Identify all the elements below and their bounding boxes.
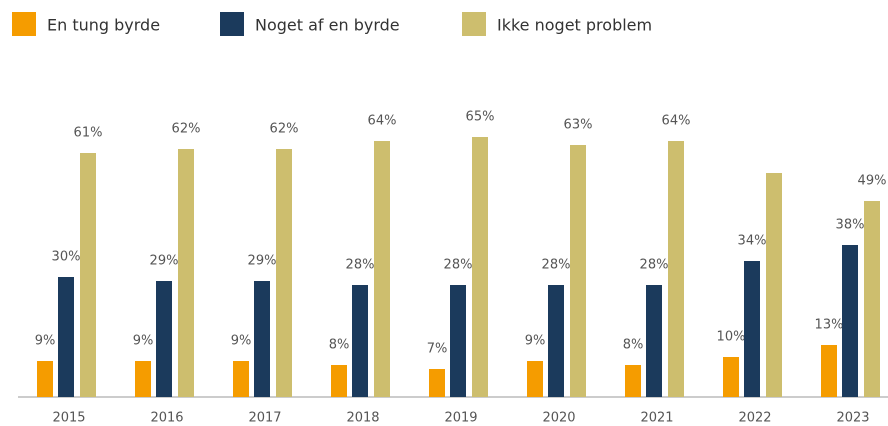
data-label: 64% [662, 114, 691, 129]
bar [331, 365, 347, 397]
bar [450, 285, 466, 397]
data-label: 9% [231, 334, 252, 349]
x-tick-label: 2019 [444, 411, 477, 426]
data-label: 8% [623, 338, 644, 353]
bar [276, 149, 292, 397]
legend-swatch [220, 12, 244, 36]
data-label: 7% [427, 342, 448, 357]
data-label: 64% [368, 114, 397, 129]
bar [156, 281, 172, 397]
legend-label: Noget af en byrde [255, 16, 400, 35]
data-label: 62% [270, 122, 299, 137]
bar [352, 285, 368, 397]
bar [723, 357, 739, 397]
data-label: 28% [346, 258, 375, 273]
bar [233, 361, 249, 397]
legend-swatch [12, 12, 36, 36]
data-label: 9% [35, 334, 56, 349]
bar [429, 369, 445, 397]
x-tick-label: 2023 [836, 411, 869, 426]
bar [570, 145, 586, 397]
x-tick-label: 2021 [640, 411, 673, 426]
bar [374, 141, 390, 397]
data-label: 30% [52, 250, 81, 265]
bar [527, 361, 543, 397]
bar [744, 261, 760, 397]
data-label: 28% [444, 258, 473, 273]
x-tick-label: 2018 [346, 411, 379, 426]
data-label: 29% [248, 254, 277, 269]
legend-swatch [462, 12, 486, 36]
data-label: 63% [564, 118, 593, 133]
bar [178, 149, 194, 397]
data-label: 28% [640, 258, 669, 273]
x-tick-label: 2016 [150, 411, 183, 426]
x-tick-label: 2017 [248, 411, 281, 426]
data-label: 29% [150, 254, 179, 269]
bar [548, 285, 564, 397]
bar [135, 361, 151, 397]
data-label: 49% [858, 174, 887, 189]
data-label: 9% [133, 334, 154, 349]
data-label: 38% [836, 218, 865, 233]
bar [472, 137, 488, 397]
legend-label: En tung byrde [47, 16, 160, 35]
bar [625, 365, 641, 397]
x-tick-label: 2022 [738, 411, 771, 426]
bar [58, 277, 74, 397]
data-label: 10% [717, 330, 746, 345]
bar [842, 245, 858, 397]
bar [766, 173, 782, 397]
x-tick-label: 2020 [542, 411, 575, 426]
data-label: 8% [329, 338, 350, 353]
bar [37, 361, 53, 397]
data-label: 9% [525, 334, 546, 349]
bar [80, 153, 96, 397]
legend-label: Ikke noget problem [497, 16, 652, 35]
x-tick-label: 2015 [52, 411, 85, 426]
data-label: 13% [815, 318, 844, 333]
bar [864, 201, 880, 397]
bar [668, 141, 684, 397]
bar [821, 345, 837, 397]
data-label: 28% [542, 258, 571, 273]
bar [254, 281, 270, 397]
data-label: 65% [466, 110, 495, 125]
data-label: 61% [74, 126, 103, 141]
bar [646, 285, 662, 397]
data-label: 62% [172, 122, 201, 137]
data-label: 34% [738, 234, 767, 249]
